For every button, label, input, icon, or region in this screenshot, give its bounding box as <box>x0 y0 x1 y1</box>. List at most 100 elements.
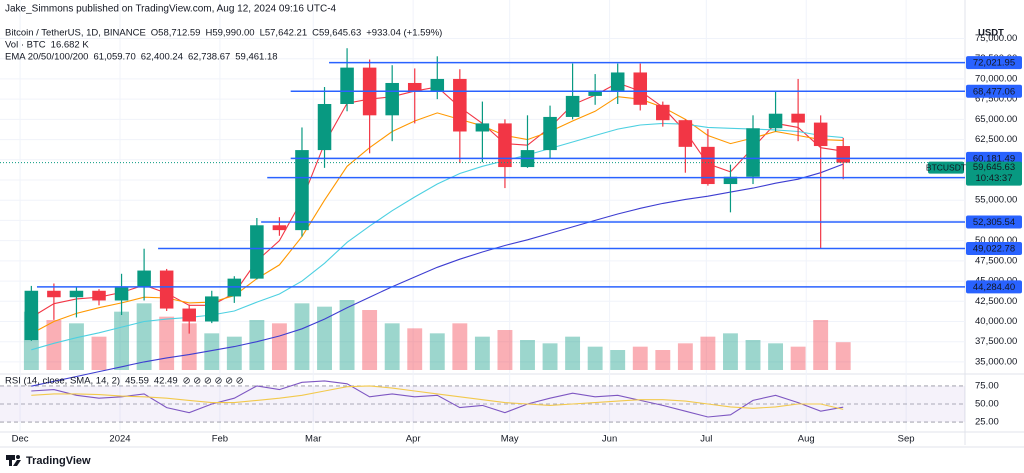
level-tag <box>966 56 1022 70</box>
volume-bar <box>159 316 175 370</box>
candle-body <box>159 270 174 309</box>
logo-part <box>6 455 15 460</box>
y-tick-label: 62,500.00 <box>975 134 1017 145</box>
candle-body <box>588 91 602 96</box>
y-tick-label: 70,000.00 <box>975 73 1017 84</box>
candle-body <box>430 78 445 92</box>
x-tick-label: Mar <box>305 434 321 445</box>
candle-body <box>385 82 399 116</box>
volume-bar <box>632 346 648 370</box>
rsi-marker: ⊘ ⊘ ⊘ ⊘ ⊘ ⊘ <box>183 376 244 387</box>
volume-bar <box>835 342 851 370</box>
candle-body <box>317 104 332 151</box>
volume-bar <box>497 330 513 370</box>
candle-body <box>723 176 738 185</box>
y-tick-label: 40,000.00 <box>975 316 1017 327</box>
y-tick-label: 65,000.00 <box>975 114 1017 125</box>
header-layer: Jake_Simmons published on TradingView.co… <box>5 4 1004 387</box>
volume-bar <box>407 328 423 370</box>
volume-value: 16.682 K <box>51 40 90 51</box>
rsi-value: 45.59 <box>125 376 149 387</box>
volume-bar <box>69 323 84 370</box>
candle-body <box>407 82 422 92</box>
candle-body <box>92 290 106 301</box>
candle-body <box>813 122 828 147</box>
candle-body <box>656 104 670 121</box>
last-price-tag <box>966 161 1022 186</box>
level-tag-label: 60,181.49 <box>973 153 1015 164</box>
level-tag-label: 72,021.95 <box>973 58 1015 69</box>
candle-body <box>250 225 264 279</box>
x-tick-label: Jul <box>700 434 712 445</box>
x-tick-label: Apr <box>406 434 421 445</box>
volume-bar <box>474 336 490 370</box>
volume-bar <box>723 333 738 370</box>
volume-bar <box>339 300 355 370</box>
candle-body <box>791 113 805 123</box>
symbol: Bitcoin / TetherUS, 1D, BINANCE <box>5 28 146 39</box>
logo-part <box>16 455 20 459</box>
y-tick-label: 37,500.00 <box>975 336 1017 347</box>
volume-bar <box>91 336 107 370</box>
y-tick-label: 67,500.00 <box>975 94 1017 105</box>
volume-bar <box>700 336 716 370</box>
candle-body <box>340 67 354 104</box>
candle-body <box>768 113 783 129</box>
axis-layer: Dec 2024 Feb Mar Apr May Jun Jul Aug Sep 35,000.00… <box>12 33 1022 445</box>
candle-body <box>475 123 490 132</box>
volume-bar <box>813 320 829 370</box>
y-tick-label: 35,000.00 <box>975 356 1017 367</box>
data-layer <box>0 48 965 423</box>
ohlc-high: H59,990.00 <box>205 28 254 39</box>
countdown-label: 10:43:37 <box>976 173 1013 184</box>
x-tick-label: May <box>501 434 519 445</box>
brand-logo: TradingView <box>6 455 91 467</box>
candle-body <box>114 287 129 301</box>
x-tick-label: Feb <box>212 434 228 445</box>
x-tick-label: Aug <box>798 434 815 445</box>
y-tick-label: 42,500.00 <box>975 296 1017 307</box>
volume-bar <box>181 323 197 370</box>
rsi-tick-label: 25.00 <box>975 417 999 428</box>
volume-bar <box>362 310 378 370</box>
publisher: Jake_Simmons published on TradingView.co… <box>5 4 337 15</box>
volume-bar <box>452 323 468 370</box>
rsi-line <box>31 385 844 410</box>
volume-bar <box>114 311 129 370</box>
level-tag-label: 44,284.40 <box>973 282 1015 293</box>
ohlc-close: C59,645.63 <box>312 28 361 39</box>
y-tick-label: 47,500.00 <box>975 255 1017 266</box>
logo-part <box>9 459 12 466</box>
candle-body <box>701 146 715 185</box>
candle-body <box>498 123 512 168</box>
rsi-tick-label: 50.00 <box>975 399 999 410</box>
candle-body <box>24 290 39 341</box>
candle-body <box>47 290 61 298</box>
volume-bar <box>249 320 265 370</box>
level-tag <box>966 280 1022 294</box>
rsi-sma-value: 42.49 <box>154 376 178 387</box>
y-tick-label: 75,000.00 <box>975 33 1017 44</box>
level-tag <box>966 242 1022 256</box>
ema-label: EMA 20/50/100/200 <box>5 52 88 63</box>
x-tick-label: Jun <box>602 434 617 445</box>
rsi-tick-label: 75.00 <box>975 380 999 391</box>
candle-body <box>836 146 850 163</box>
currency: USDT <box>978 28 1004 39</box>
volume-bar <box>655 350 671 370</box>
x-tick-label: Dec <box>12 434 29 445</box>
y-tick-label: 50,000.00 <box>975 235 1017 246</box>
candle-body <box>295 150 309 231</box>
ema-line <box>31 122 844 351</box>
brand: TradingView <box>26 455 91 467</box>
grid-layer <box>0 0 965 432</box>
volume-bar <box>226 336 242 370</box>
logo-part <box>13 460 21 466</box>
x-tick-label: 2024 <box>109 434 130 445</box>
volume-bar <box>136 303 152 370</box>
y-tick-label: 55,000.00 <box>975 195 1017 206</box>
volume-bar <box>204 333 220 370</box>
candle-body <box>610 72 625 92</box>
